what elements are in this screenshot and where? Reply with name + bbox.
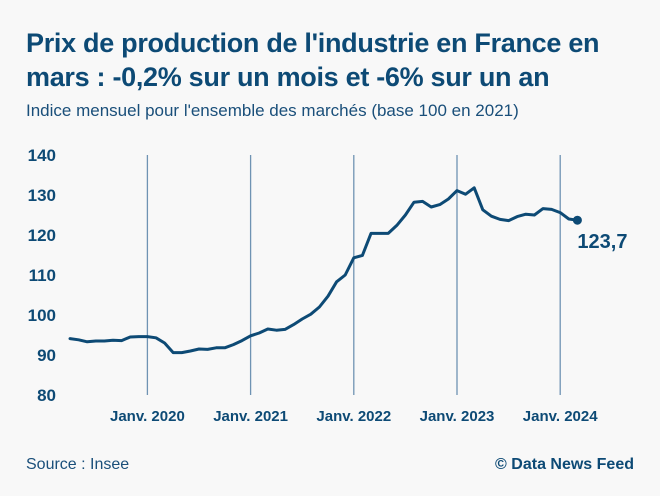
x-axis-ticks: Janv. 2020 Janv. 2021 Janv. 2022 Janv. 2023… xyxy=(110,408,598,425)
series-line xyxy=(68,186,579,355)
y-tick-label: 140 xyxy=(28,146,56,165)
x-tick-label: Janv. 2020 xyxy=(110,408,185,425)
chart-subtitle: Indice mensuel pour l'ensemble des march… xyxy=(26,101,519,120)
x-tick-label: Janv. 2024 xyxy=(523,408,598,425)
y-tick-label: 90 xyxy=(37,346,56,365)
y-axis-ticks: 80 90 100 110 120 130 140 xyxy=(28,146,56,405)
y-tick-label: 120 xyxy=(28,226,56,245)
source-note: Source : Insee xyxy=(26,456,130,473)
x-tick-label: Janv. 2022 xyxy=(316,408,391,425)
last-point-marker xyxy=(572,215,582,225)
series-group xyxy=(68,186,582,355)
y-tick-label: 100 xyxy=(28,306,56,325)
y-tick-label: 110 xyxy=(29,266,56,285)
y-tick-label: 130 xyxy=(28,186,56,205)
vertical-gridlines xyxy=(146,155,561,395)
end-value-label: 123,7 xyxy=(577,231,627,253)
annotations: 123,7 xyxy=(577,231,627,253)
x-tick-label: Janv. 2023 xyxy=(420,408,495,425)
chart-title: Prix de production de l'industrie en Fra… xyxy=(26,28,600,92)
y-tick-label: 80 xyxy=(37,386,56,405)
credit-note: © Data News Feed xyxy=(495,456,634,473)
x-tick-label: Janv. 2021 xyxy=(213,408,288,425)
